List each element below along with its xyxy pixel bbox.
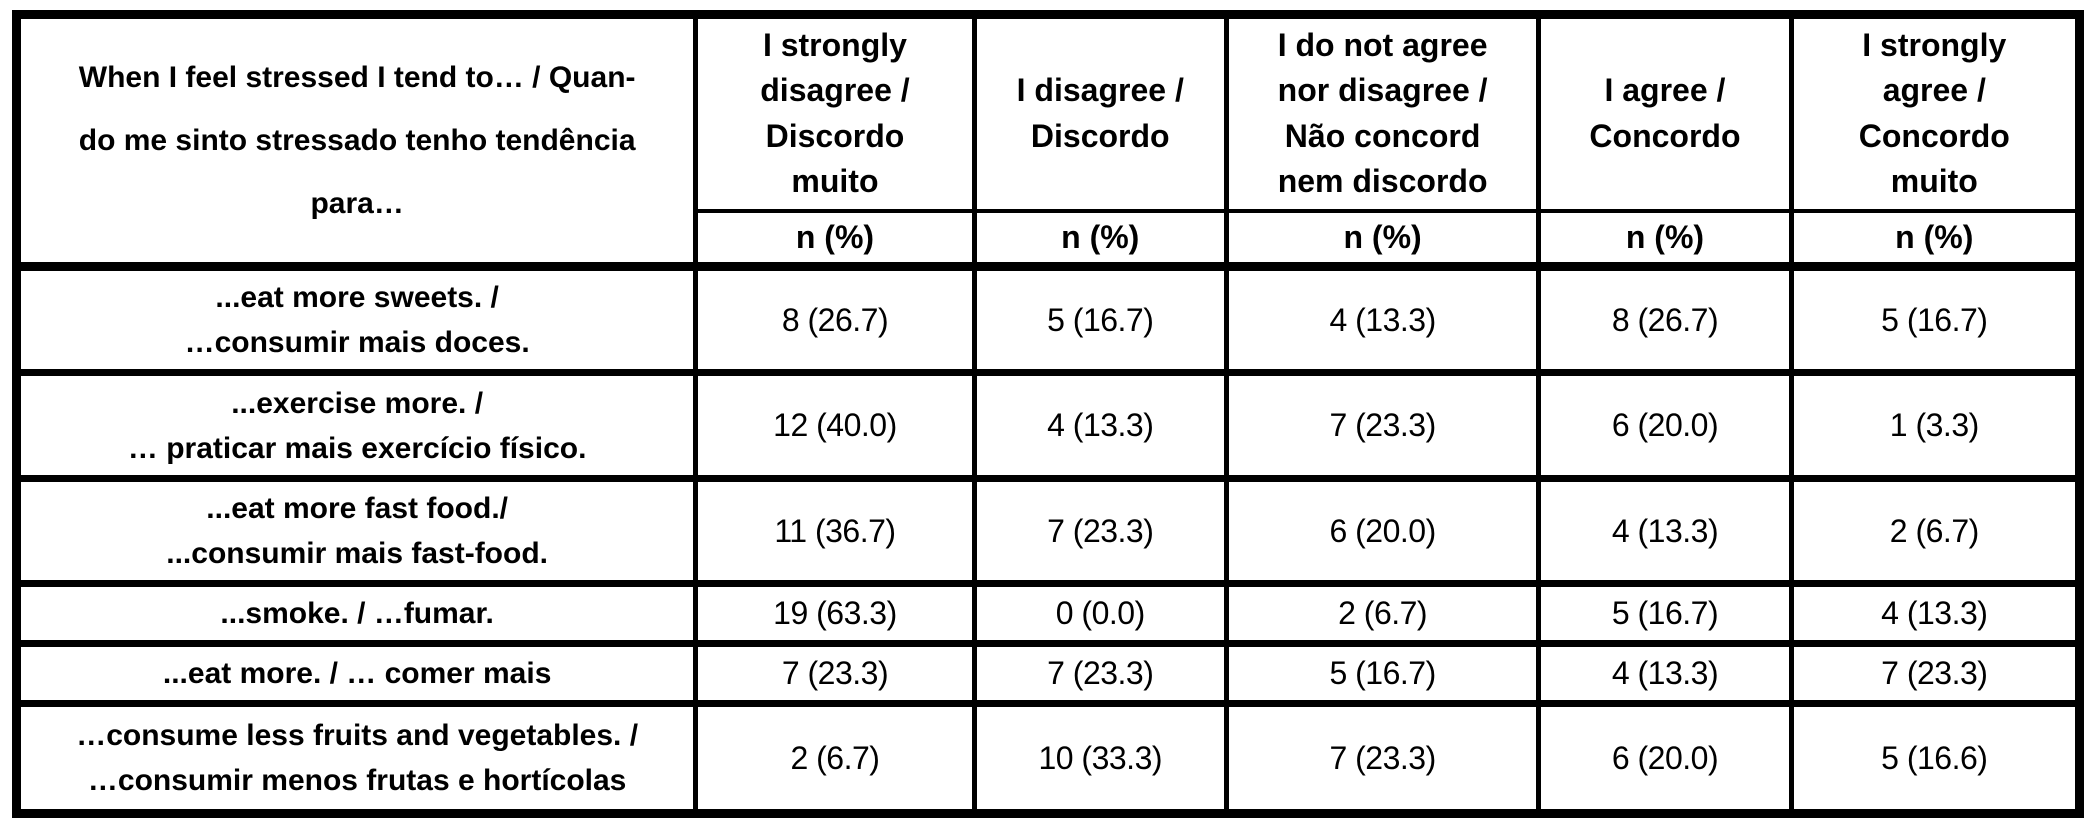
col-header-strongly-disagree: I strongly disagree / Discordo muito bbox=[693, 11, 977, 213]
row-label: ...smoke. / …fumar. bbox=[13, 580, 699, 648]
value-cell: 11 (36.7) bbox=[693, 475, 977, 588]
row-label: ...eat more. / … comer mais bbox=[13, 640, 699, 708]
header-row-n-percent: n (%) n (%) n (%) n (%) n (%) bbox=[17, 208, 2083, 272]
value-cell: 6 (20.0) bbox=[1536, 700, 1794, 818]
value-cell: 2 (6.7) bbox=[693, 700, 977, 818]
col-header-strongly-agree: I strongly agree / Concordo muito bbox=[1788, 11, 2083, 213]
subheader-n-percent-agree: n (%) bbox=[1536, 208, 1794, 272]
subheader-n-percent-strongly-disagree: n (%) bbox=[693, 208, 977, 272]
table-row-exercise-more: ...exercise more. / … praticar mais exer… bbox=[13, 369, 2083, 483]
row-label: ...eat more sweets. / …consumir mais doc… bbox=[13, 263, 699, 377]
stem-question-header: When I feel stressed I tend to… / Quan- … bbox=[13, 11, 699, 272]
col-header-agree: I agree / Concordo bbox=[1536, 11, 1794, 213]
row-label: …consume less fruits and vegetables. / …… bbox=[13, 700, 699, 818]
value-cell: 6 (20.0) bbox=[1536, 369, 1794, 483]
table-row-eat-more-fast-food: ...eat more fast food./ ...consumir mais… bbox=[13, 475, 2083, 588]
value-cell: 7 (23.3) bbox=[1223, 700, 1542, 818]
table-row-eat-more-sweets: ...eat more sweets. / …consumir mais doc… bbox=[13, 263, 2083, 377]
value-cell: 6 (20.0) bbox=[1223, 475, 1542, 588]
subheader-n-percent-disagree: n (%) bbox=[971, 208, 1229, 272]
value-cell: 7 (23.3) bbox=[1223, 369, 1542, 483]
value-cell: 4 (13.3) bbox=[1536, 640, 1794, 708]
subheader-n-percent-strongly-agree: n (%) bbox=[1788, 208, 2083, 272]
table-row-eat-more: ...eat more. / … comer mais 7 (23.3) 7 (… bbox=[13, 640, 2083, 708]
value-cell: 0 (0.0) bbox=[971, 580, 1229, 648]
value-cell: 4 (13.3) bbox=[1788, 580, 2083, 648]
value-cell: 4 (13.3) bbox=[1223, 263, 1542, 377]
value-cell: 5 (16.7) bbox=[971, 263, 1229, 377]
subheader-n-percent-neutral: n (%) bbox=[1223, 208, 1542, 272]
value-cell: 10 (33.3) bbox=[971, 700, 1229, 818]
value-cell: 7 (23.3) bbox=[693, 640, 977, 708]
value-cell: 2 (6.7) bbox=[1788, 475, 2083, 588]
col-header-neutral: I do not agree nor disagree / Não concor… bbox=[1223, 11, 1542, 213]
value-cell: 8 (26.7) bbox=[693, 263, 977, 377]
value-cell: 12 (40.0) bbox=[693, 369, 977, 483]
value-cell: 4 (13.3) bbox=[1536, 475, 1794, 588]
value-cell: 1 (3.3) bbox=[1788, 369, 2083, 483]
value-cell: 5 (16.7) bbox=[1788, 263, 2083, 377]
col-header-disagree: I disagree / Discordo bbox=[971, 11, 1229, 213]
value-cell: 8 (26.7) bbox=[1536, 263, 1794, 377]
value-cell: 5 (16.6) bbox=[1788, 700, 2083, 818]
value-cell: 5 (16.7) bbox=[1223, 640, 1542, 708]
table-row-consume-less-fruits-vegetables: …consume less fruits and vegetables. / …… bbox=[13, 700, 2083, 818]
value-cell: 5 (16.7) bbox=[1536, 580, 1794, 648]
value-cell: 7 (23.3) bbox=[1788, 640, 2083, 708]
value-cell: 4 (13.3) bbox=[971, 369, 1229, 483]
stress-behaviour-results-table: When I feel stressed I tend to… / Quan- … bbox=[12, 10, 2084, 819]
value-cell: 7 (23.3) bbox=[971, 640, 1229, 708]
row-label: ...eat more fast food./ ...consumir mais… bbox=[13, 475, 699, 588]
value-cell: 19 (63.3) bbox=[693, 580, 977, 648]
value-cell: 7 (23.3) bbox=[971, 475, 1229, 588]
table-row-smoke: ...smoke. / …fumar. 19 (63.3) 0 (0.0) 2 … bbox=[13, 580, 2083, 648]
row-label: ...exercise more. / … praticar mais exer… bbox=[13, 369, 699, 483]
header-row-main: When I feel stressed I tend to… / Quan- … bbox=[13, 11, 2083, 272]
value-cell: 2 (6.7) bbox=[1223, 580, 1542, 648]
